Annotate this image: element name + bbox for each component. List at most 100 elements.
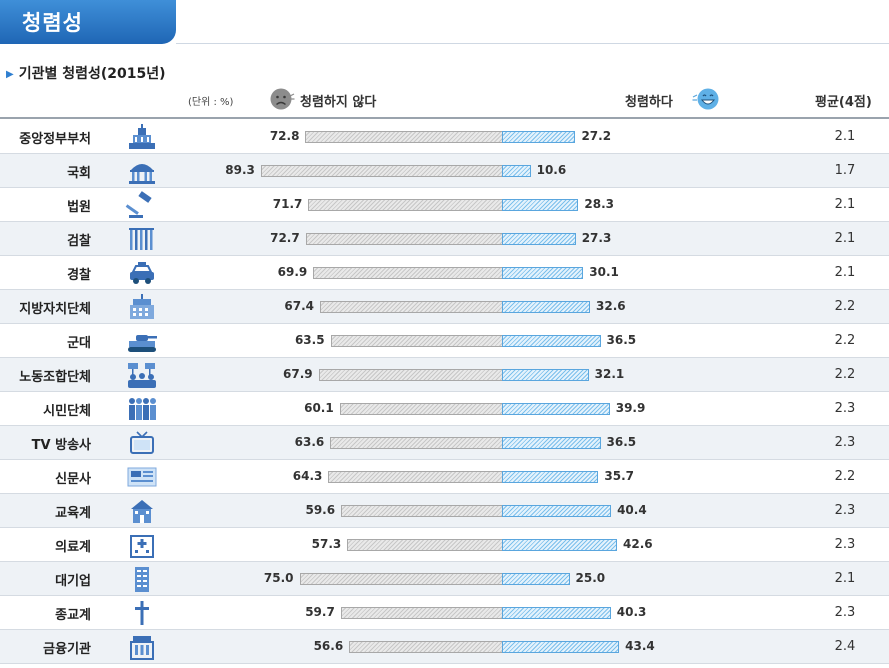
value-not-clean: 59.7 (305, 605, 335, 619)
row-divider (0, 357, 889, 358)
bar-not-clean (340, 607, 502, 619)
bar-clean (502, 403, 610, 415)
value-not-clean: 60.1 (304, 401, 334, 415)
protest-crowd-icon (125, 361, 159, 389)
bar-clean (502, 437, 601, 449)
bar-not-clean (349, 641, 502, 653)
category-label: 신문사 (55, 472, 91, 487)
value-not-clean: 67.4 (284, 299, 315, 313)
chart-row: 시민단체 60.1 39.9 2.3 (0, 392, 889, 426)
bar-not-clean (305, 233, 502, 245)
category-label: TV 방송사 (31, 438, 91, 453)
legend-not-clean: 청렴하지 않다 (300, 95, 377, 110)
chart-row: 경찰 69.9 30.1 2.1 (0, 256, 889, 290)
bar-not-clean (308, 199, 502, 211)
hospital-icon (125, 531, 159, 559)
bar-clean (502, 505, 612, 517)
prison-bars-icon (125, 225, 159, 253)
category-label: 금융기관 (43, 642, 91, 657)
category-label: 시민단체 (43, 404, 91, 419)
value-clean: 40.3 (616, 605, 647, 619)
bar-not-clean (260, 165, 502, 177)
value-not-clean: 63.6 (294, 435, 325, 449)
chart-row: 노동조합단체 67.9 32.1 2.2 (0, 358, 889, 392)
bar-not-clean (341, 505, 502, 517)
unit-label: (단위 : %) (188, 97, 234, 108)
category-label: 노동조합단체 (19, 370, 91, 385)
value-clean: 32.1 (594, 367, 625, 381)
value-not-clean: 75.0 (263, 571, 294, 585)
government-building-icon (125, 123, 159, 151)
row-divider (0, 629, 889, 630)
category-label: 국회 (67, 166, 91, 181)
average-score: 2.1 (834, 231, 856, 246)
average-score: 2.2 (834, 469, 856, 484)
chart-row: 교육계 59.6 40.4 2.3 (0, 494, 889, 528)
chart-title-text: 기관별 청렴성(2015년) (18, 66, 166, 82)
television-icon (125, 429, 159, 457)
bar-clean (502, 131, 576, 143)
average-score: 2.4 (834, 639, 856, 654)
value-clean: 28.3 (584, 197, 615, 211)
category-label: 의료계 (55, 540, 91, 555)
bar-clean (502, 607, 611, 619)
value-not-clean: 72.8 (269, 129, 300, 143)
value-clean: 32.6 (596, 299, 626, 313)
average-score: 2.1 (834, 197, 856, 212)
bar-not-clean (328, 471, 502, 483)
bullet-triangle-icon: ▶ (6, 69, 14, 80)
header-rule (0, 117, 889, 119)
bar-clean (502, 539, 618, 551)
value-not-clean: 59.6 (305, 503, 336, 517)
average-score: 2.1 (834, 571, 856, 586)
people-group-icon (125, 395, 159, 423)
smiling-face-icon (692, 88, 719, 110)
value-clean: 36.5 (606, 435, 637, 449)
section-banner: 청렴성 (0, 0, 176, 44)
bar-not-clean (320, 301, 502, 313)
value-not-clean: 89.3 (225, 163, 255, 177)
bar-not-clean (339, 403, 502, 415)
category-label: 지방자치단체 (19, 302, 91, 317)
value-clean: 36.5 (606, 333, 637, 347)
bar-clean (502, 267, 584, 279)
top-divider (176, 43, 889, 44)
value-clean: 39.9 (615, 401, 646, 415)
row-divider (0, 425, 889, 426)
chart-row: 신문사 64.3 35.7 2.2 (0, 460, 889, 494)
row-divider (0, 221, 889, 222)
row-divider (0, 595, 889, 596)
value-clean: 25.0 (575, 571, 606, 585)
chart-row: 중앙정부부처 72.8 27.2 2.1 (0, 120, 889, 154)
city-hall-icon (125, 293, 159, 321)
value-not-clean: 64.3 (292, 469, 323, 483)
average-score: 2.3 (834, 435, 856, 450)
office-tower-icon (125, 565, 159, 593)
bar-clean (502, 199, 579, 211)
bar-clean (502, 165, 531, 177)
row-divider (0, 493, 889, 494)
legend-clean: 청렴하다 (625, 95, 673, 110)
bar-clean (502, 471, 599, 483)
value-clean: 10.6 (536, 163, 567, 177)
bar-not-clean (299, 573, 502, 585)
value-clean: 35.7 (604, 469, 634, 483)
value-not-clean: 69.9 (277, 265, 308, 279)
category-label: 중앙정부부처 (19, 132, 91, 147)
chart-title: ▶ 기관별 청렴성(2015년) (6, 63, 166, 83)
school-icon (125, 497, 159, 525)
cross-icon (125, 599, 159, 627)
gavel-icon (125, 191, 159, 219)
chart-row: TV 방송사 63.6 36.5 2.3 (0, 426, 889, 460)
bar-not-clean (305, 131, 502, 143)
row-divider (0, 561, 889, 562)
value-clean: 43.4 (625, 639, 655, 653)
average-score: 1.7 (834, 163, 856, 178)
value-clean: 42.6 (623, 537, 653, 551)
value-clean: 30.1 (589, 265, 619, 279)
average-score: 2.2 (834, 333, 856, 348)
newspaper-icon (125, 463, 159, 491)
avg-header: 평균(4점) (815, 95, 872, 110)
value-clean: 40.4 (617, 503, 647, 517)
chart-row: 검찰 72.7 27.3 2.1 (0, 222, 889, 256)
